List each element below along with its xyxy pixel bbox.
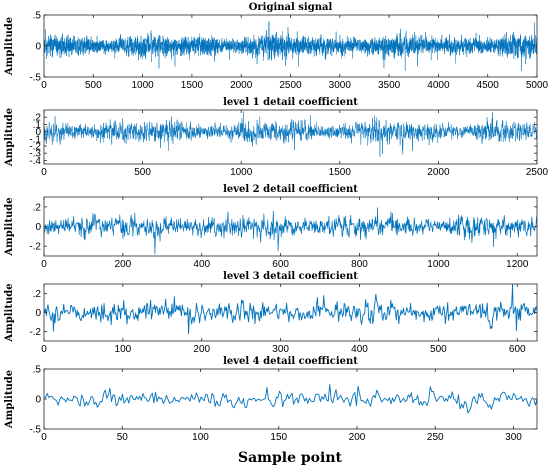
panel-2-y-tick-label: -.2: [29, 142, 41, 153]
panel-4: level 3 detail coefficient Amplitude 0 100 2…: [4, 271, 538, 355]
panel-1-x-tick-label: 3000: [329, 80, 352, 91]
panel-1-title: Original signal: [249, 2, 333, 13]
panel-5-x-tick-label: 300: [505, 432, 522, 443]
panel-2-x-tick-label: 2500: [526, 167, 549, 178]
panel-5-x-tick-label: 200: [349, 432, 366, 443]
panel-4-y-axis-label: Amplitude: [4, 283, 15, 342]
panel-5-x-tick-label: 100: [192, 432, 209, 443]
panel-3-x-tick-label: 800: [351, 259, 368, 270]
panel-5-x-tick-label: 250: [427, 432, 444, 443]
x-axis-label: Sample point: [238, 450, 343, 466]
panel-1-x-tick-label: 4000: [427, 80, 450, 91]
panel-2-title: level 1 detail coefficient: [223, 97, 358, 108]
panel-4-x-tick-label: 100: [115, 344, 132, 355]
panel-3-x-tick-label: 200: [115, 259, 132, 270]
panel-1-y-tick-label: -.5: [29, 73, 41, 84]
panel-5-y-tick-label: .5: [33, 365, 42, 376]
panel-5-x-tick-label: 50: [117, 432, 129, 443]
panel-1-x-tick-label: 3500: [378, 80, 401, 91]
panel-3-x-tick-label: 400: [193, 259, 210, 270]
panel-2-y-tick-label: -.3: [29, 149, 41, 160]
panel-1-x-tick-label: 0: [41, 80, 47, 91]
panel-4-x-tick-label: 500: [430, 344, 447, 355]
panel-5: level 4 detail coefficient Amplitude 0 50 10…: [4, 356, 538, 443]
panel-4-x-tick-label: 300: [272, 344, 289, 355]
panel-1-y-tick-label: .5: [33, 11, 42, 22]
panel-2-y-tick-label: -.4: [29, 156, 41, 167]
panel-4-x-tick-label: 0: [41, 344, 47, 355]
panel-4-series-line: [43, 284, 538, 335]
panel-3-y-tick-label: 0: [35, 222, 41, 233]
panel-2-x-tick-label: 500: [134, 167, 151, 178]
panel-3-x-tick-label: 1200: [506, 259, 529, 270]
panel-1-x-tick-label: 1000: [131, 80, 154, 91]
panel-1-x-tick-label: 500: [85, 80, 102, 91]
panel-1-x-tick-label: 5000: [526, 80, 549, 91]
panel-3-y-tick-label: -.2: [29, 242, 41, 253]
panel-4-y-tick-label: -.2: [29, 327, 41, 338]
panel-2-x-tick-label: 2000: [427, 167, 450, 178]
panel-1-x-tick-label: 2500: [279, 80, 302, 91]
panel-1-series-line: [43, 21, 538, 72]
panel-2-y-tick-label: 0: [35, 127, 41, 138]
panel-3: level 2 detail coefficient Amplitude 0 200 4…: [4, 184, 538, 270]
panel-5-y-tick-label: -.5: [29, 425, 41, 436]
panel-3-x-tick-label: 1000: [427, 259, 450, 270]
panel-1-y-tick-label: 0: [35, 42, 41, 53]
panel-1-x-tick-label: 2000: [230, 80, 253, 91]
panel-3-x-tick-label: 0: [41, 259, 47, 270]
panel-2-y-axis-label: Amplitude: [4, 108, 15, 167]
panel-4-x-tick-label: 400: [351, 344, 368, 355]
panel-1-x-tick-label: 1500: [181, 80, 204, 91]
panel-4-title: level 3 detail coefficient: [223, 271, 358, 282]
panel-2-x-tick-label: 1500: [329, 167, 352, 178]
panel-1: Original signal Amplitude 0 500 1000 1500 2000…: [4, 2, 549, 91]
panel-5-title: level 4 detail coefficient: [223, 356, 358, 367]
panel-1-x-tick-label: 4500: [477, 80, 500, 91]
panel-2-y-tick-label: .2: [33, 113, 42, 124]
panel-4-x-tick-label: 600: [509, 344, 526, 355]
panel-5-x-tick-label: 0: [41, 432, 47, 443]
panel-3-series-line: [43, 207, 538, 255]
panel-4-y-tick-label: 0: [35, 308, 41, 319]
panel-5-y-tick-label: 0: [35, 395, 41, 406]
panel-3-title: level 2 detail coefficient: [223, 184, 358, 195]
panel-3-y-axis-label: Amplitude: [4, 197, 15, 256]
panel-5-x-tick-label: 150: [270, 432, 287, 443]
panel-2-y-tick-label: -.1: [29, 134, 41, 145]
panel-2-series-line: [43, 111, 538, 158]
panel-1-y-axis-label: Amplitude: [4, 17, 15, 76]
panel-3-x-tick-label: 600: [272, 259, 289, 270]
panel-5-axes-frame: [43, 368, 538, 430]
panel-4-x-tick-label: 200: [193, 344, 210, 355]
panel-5-y-axis-label: Amplitude: [4, 370, 15, 429]
panel-2-x-tick-label: 0: [41, 167, 47, 178]
panel-3-y-tick-label: .2: [33, 202, 42, 213]
panel-5-series-line: [43, 384, 538, 414]
panel-2: level 1 detail coefficient Amplitude 0 500 1…: [4, 97, 549, 178]
panel-2-x-tick-label: 1000: [230, 167, 253, 178]
panel-4-y-tick-label: .2: [33, 289, 42, 300]
panel-2-axes-frame: [43, 109, 538, 165]
panel-2-y-tick-label: .1: [33, 120, 42, 131]
